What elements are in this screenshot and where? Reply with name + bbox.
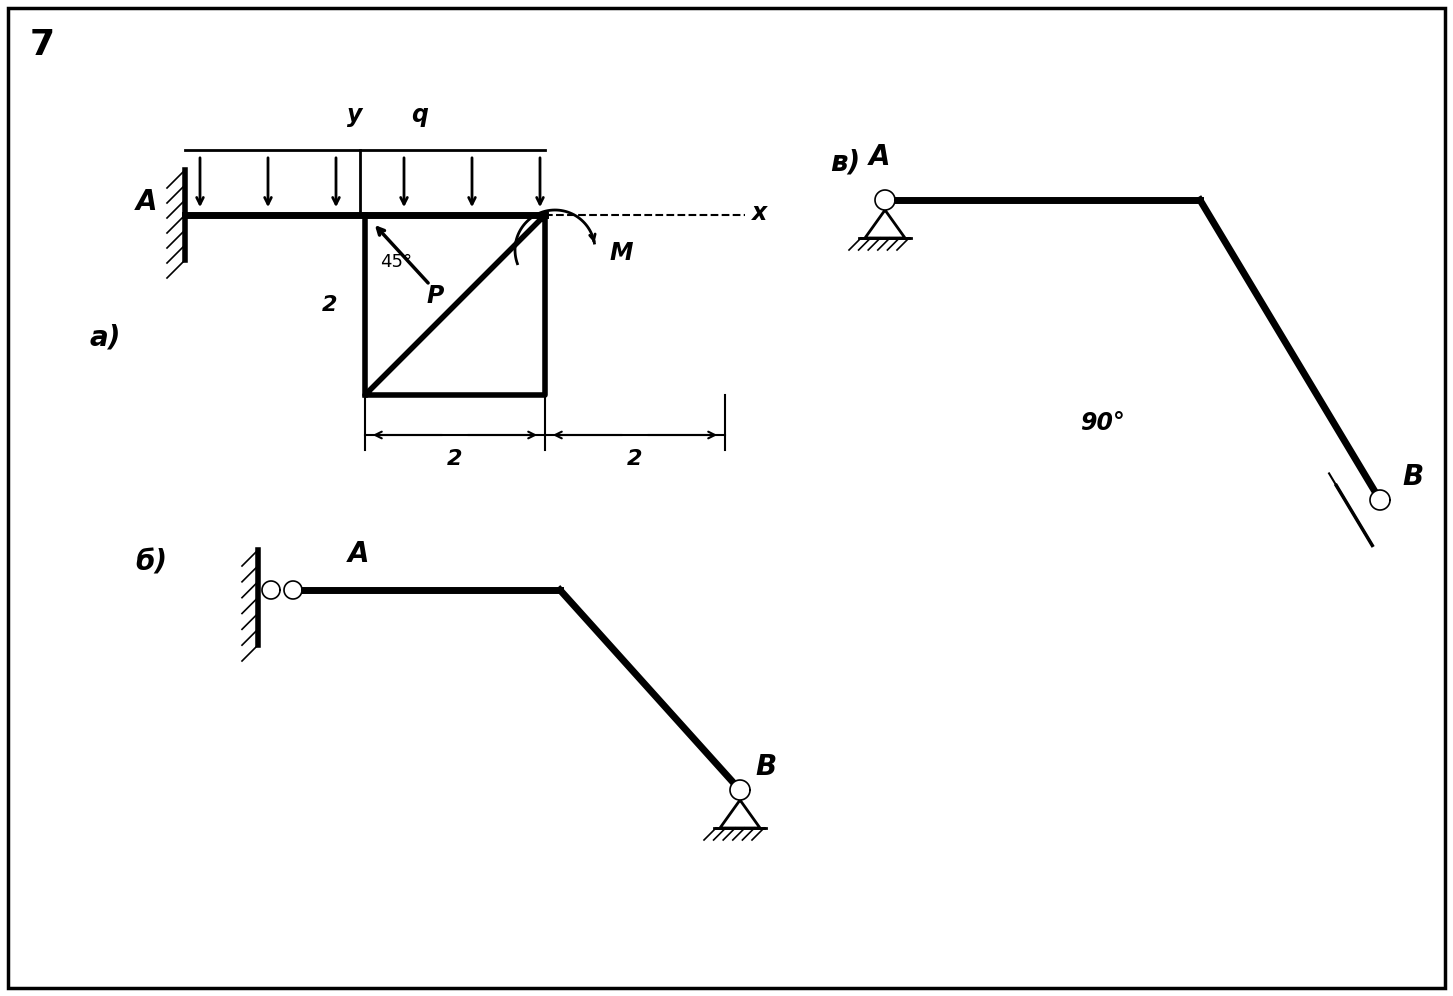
Text: B: B [1402,463,1422,491]
Polygon shape [875,190,895,210]
Polygon shape [729,780,750,800]
Text: P: P [426,284,443,308]
Text: 7: 7 [31,28,55,62]
Text: M: M [610,241,634,265]
Text: y: y [347,103,363,127]
Text: A: A [869,143,891,171]
Text: x: x [753,201,767,225]
Text: 2: 2 [628,449,642,469]
Text: A: A [137,188,158,216]
Polygon shape [1370,490,1391,510]
Text: а): а) [90,323,122,351]
Polygon shape [283,581,302,599]
Text: в): в) [830,148,860,176]
Text: 90°: 90° [1080,411,1125,435]
Text: q: q [411,103,429,127]
Text: б): б) [135,548,167,576]
Text: B: B [756,753,776,781]
Text: 2: 2 [323,295,337,315]
Polygon shape [262,581,280,599]
Text: 45°: 45° [381,253,413,271]
Text: 2: 2 [448,449,462,469]
Text: A: A [349,540,369,568]
